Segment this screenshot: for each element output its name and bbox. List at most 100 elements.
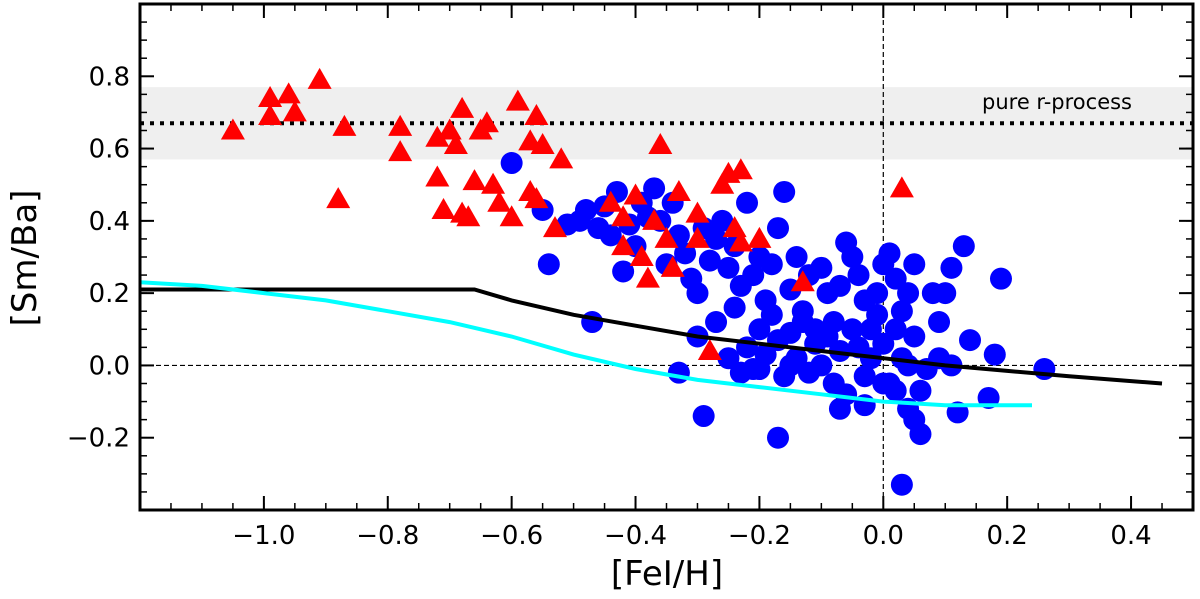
data-point-circle xyxy=(810,256,833,279)
data-point-triangle xyxy=(697,338,722,360)
data-point-triangle xyxy=(276,82,301,104)
data-point-circle xyxy=(897,282,920,305)
data-point-triangle xyxy=(728,230,753,252)
data-point-circle xyxy=(952,235,975,258)
data-point-circle xyxy=(828,397,851,420)
data-point-circle xyxy=(785,246,808,268)
data-point-circle xyxy=(667,361,690,384)
data-point-triangle xyxy=(648,132,673,154)
data-point-circle xyxy=(959,329,982,352)
y-tick-label: 0.2 xyxy=(89,279,130,309)
data-point-circle xyxy=(711,209,734,232)
y-tick-label: −0.2 xyxy=(67,424,130,454)
data-point-triangle xyxy=(282,100,307,122)
data-point-triangle xyxy=(456,205,481,227)
pure-r-process-label: pure r-process xyxy=(982,90,1132,114)
data-point-circle xyxy=(897,354,920,377)
data-point-triangle xyxy=(450,96,475,118)
data-point-circle xyxy=(766,426,789,449)
data-point-circle xyxy=(928,311,951,334)
data-point-triangle xyxy=(388,114,413,136)
plot-inner xyxy=(140,4,1193,510)
data-point-circle xyxy=(717,347,740,370)
data-point-triangle xyxy=(524,187,549,209)
data-point-circle xyxy=(884,267,907,290)
data-point-triangle xyxy=(425,165,450,187)
cyan-model-line xyxy=(140,280,1032,408)
y-tick-label: 0.4 xyxy=(89,207,130,237)
data-point-triangle xyxy=(326,187,351,209)
data-point-circle xyxy=(574,199,597,222)
data-point-circle xyxy=(816,325,839,348)
data-point-circle xyxy=(500,152,523,175)
data-point-circle xyxy=(903,325,926,348)
x-axis-title: [FeI/H] xyxy=(611,554,723,594)
y-tick-label: 0.8 xyxy=(89,62,130,92)
y-tick-label: 0.6 xyxy=(89,135,130,165)
data-point-circle xyxy=(884,379,907,402)
data-point-triangle xyxy=(685,201,710,223)
data-point-circle xyxy=(643,177,666,200)
data-point-circle xyxy=(698,249,721,272)
data-point-circle xyxy=(791,311,814,334)
data-point-triangle xyxy=(499,205,524,227)
data-point-triangle xyxy=(635,266,660,288)
data-point-circle xyxy=(686,282,709,305)
data-point-circle xyxy=(760,303,783,326)
data-point-circle xyxy=(853,365,876,388)
data-point-circle xyxy=(599,224,622,247)
data-point-circle xyxy=(717,256,740,279)
data-point-circle xyxy=(773,180,796,203)
data-point-circle xyxy=(934,282,957,305)
data-point-triangle xyxy=(307,67,332,89)
data-point-circle xyxy=(890,300,913,323)
data-point-triangle xyxy=(889,176,914,198)
data-point-triangle xyxy=(481,172,506,194)
data-point-triangle xyxy=(747,226,772,248)
data-point-triangle xyxy=(623,183,648,205)
data-point-triangle xyxy=(642,208,667,230)
y-axis-title: [Sm/Ba] xyxy=(5,190,45,327)
x-tick-label: −0.4 xyxy=(604,521,667,551)
data-point-circle xyxy=(903,253,926,276)
data-point-triangle xyxy=(549,147,574,169)
data-point-triangle xyxy=(220,118,245,140)
data-point-circle xyxy=(828,274,851,297)
data-point-triangle xyxy=(660,255,685,277)
black-model-line xyxy=(140,287,1163,386)
data-point-triangle xyxy=(611,234,636,256)
data-point-triangle xyxy=(258,85,283,107)
data-point-triangle xyxy=(710,172,735,194)
data-point-circle xyxy=(909,379,932,402)
data-point-circle xyxy=(736,191,759,214)
data-point-circle xyxy=(890,473,913,496)
data-point-circle xyxy=(742,264,765,287)
data-point-circle xyxy=(729,361,752,384)
x-tick-label: −0.2 xyxy=(728,521,791,551)
data-point-circle xyxy=(866,282,889,305)
x-tick-label: −0.6 xyxy=(480,521,543,551)
data-point-triangle xyxy=(530,132,555,154)
x-tick-label: −0.8 xyxy=(356,521,419,551)
data-point-triangle xyxy=(654,226,679,248)
data-point-circle xyxy=(779,354,802,377)
data-point-circle xyxy=(748,358,771,381)
data-point-circle xyxy=(760,253,783,276)
data-point-triangle xyxy=(474,111,499,133)
data-point-triangle xyxy=(629,245,654,266)
data-point-circle xyxy=(847,264,870,287)
data-point-circle xyxy=(841,246,864,268)
data-point-circle xyxy=(766,217,789,240)
data-point-triangle xyxy=(443,132,468,154)
data-point-circle xyxy=(828,339,851,362)
data-point-triangle xyxy=(543,216,568,238)
data-point-triangle xyxy=(790,270,815,292)
y-tick-label: 0.0 xyxy=(89,351,130,381)
data-point-triangle xyxy=(258,104,283,126)
data-point-circle xyxy=(810,354,833,377)
data-point-circle xyxy=(841,318,864,341)
data-point-circle xyxy=(909,423,932,446)
data-point-circle xyxy=(989,267,1012,290)
data-point-circle xyxy=(581,311,604,334)
